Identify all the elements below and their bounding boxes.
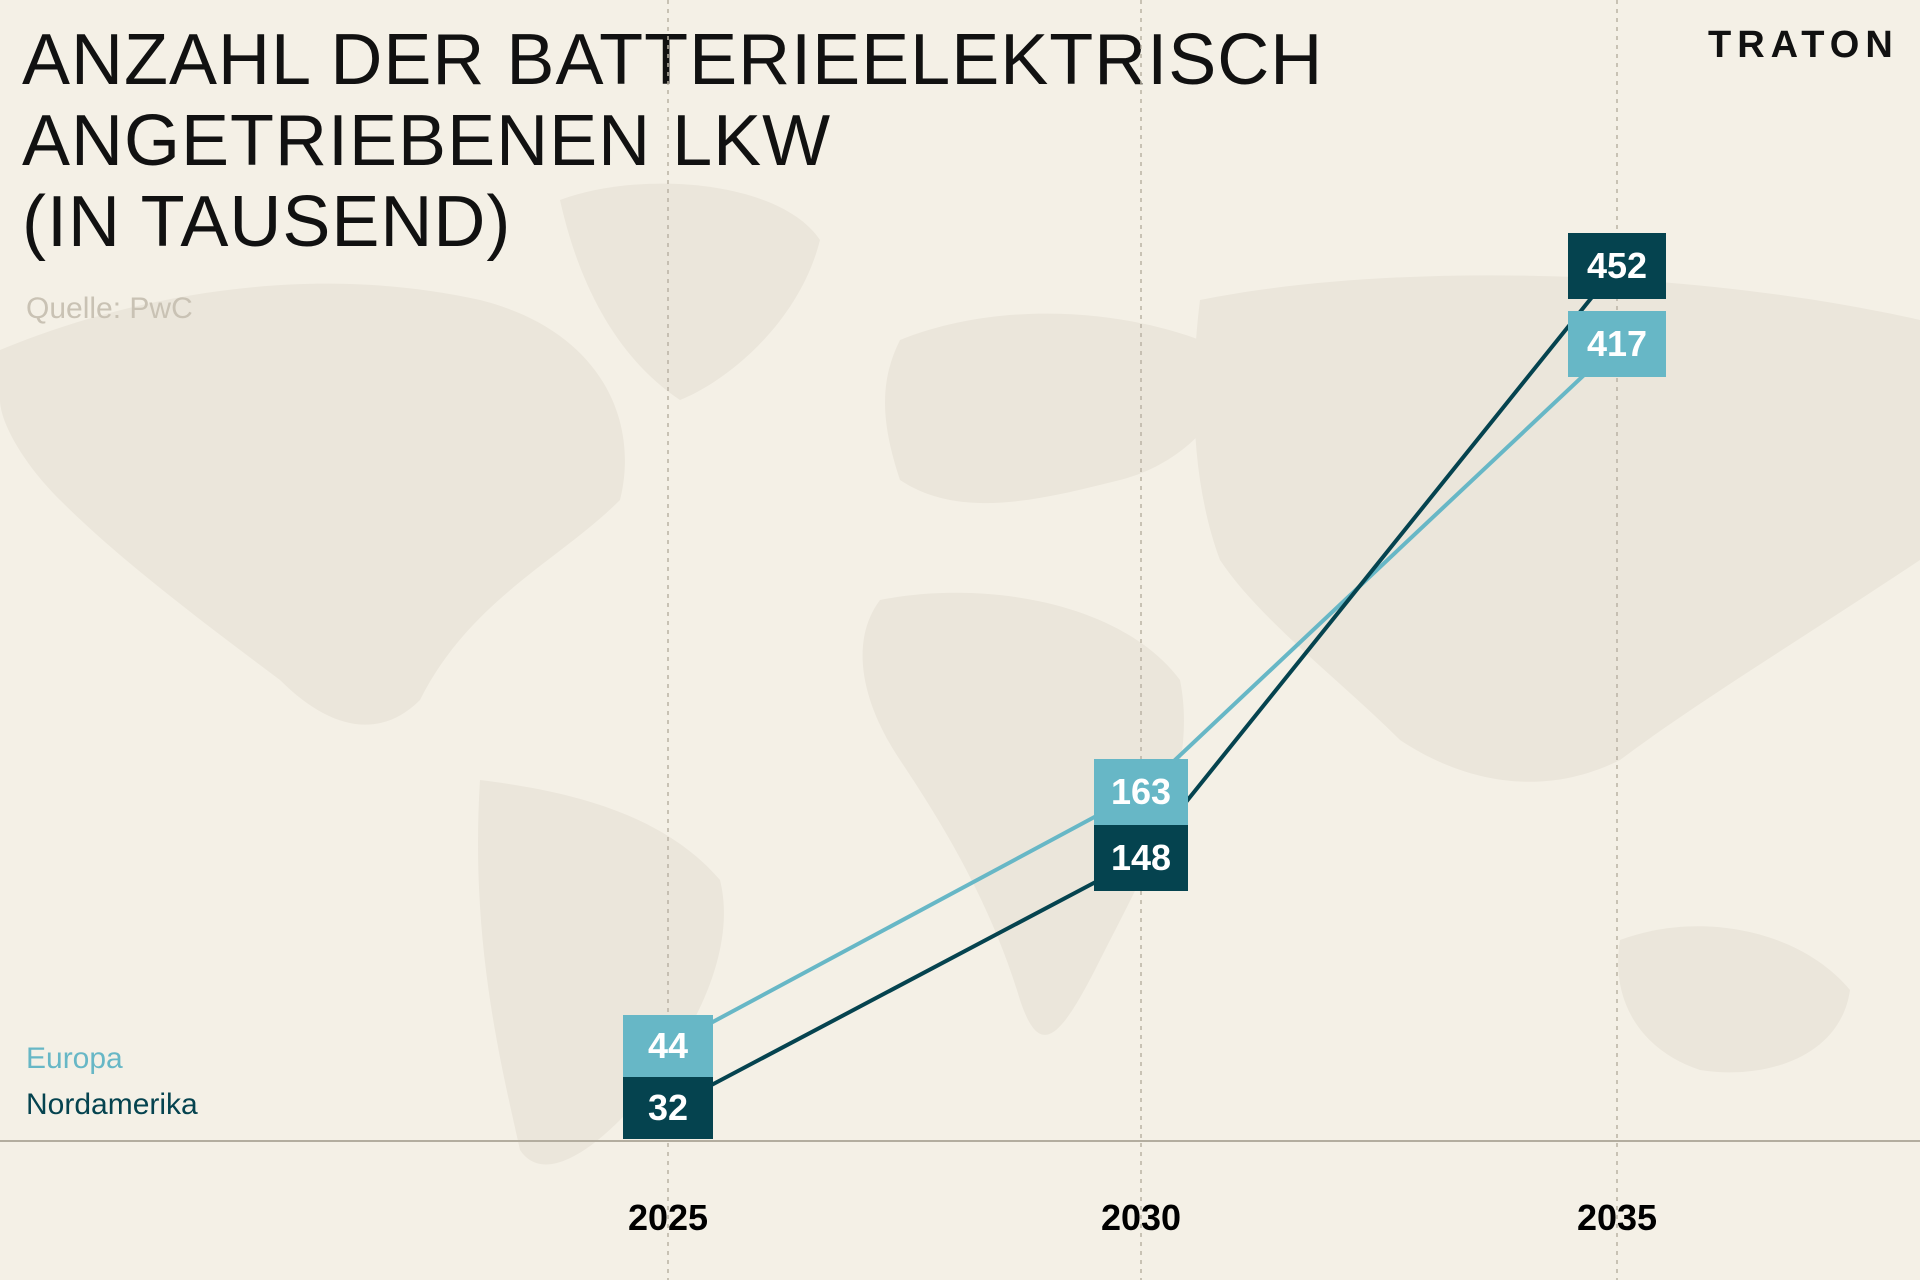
x-tick-label-2035: 2035 bbox=[1577, 1197, 1657, 1238]
series-line-nordamerika bbox=[667, 264, 1619, 1110]
data-label-europa-2025: 44 bbox=[648, 1025, 688, 1066]
data-label-nordamerika-2025: 32 bbox=[648, 1087, 688, 1128]
data-box-nordamerika-2025 bbox=[623, 1077, 713, 1139]
title-line-1: ANZAHL DER BATTERIEELEKTRISCH bbox=[22, 20, 1324, 100]
data-box-europa-2025 bbox=[623, 1015, 713, 1077]
data-box-nordamerika-2035 bbox=[1568, 233, 1666, 299]
legend-nordamerika: Nordamerika bbox=[26, 1088, 198, 1121]
data-label-europa-2035: 417 bbox=[1587, 323, 1647, 364]
title-line-3: (IN TAUSEND) bbox=[22, 182, 512, 262]
x-tick-label-2025: 2025 bbox=[628, 1197, 708, 1238]
data-box-europa-2035 bbox=[1568, 311, 1666, 377]
data-label-nordamerika-2035: 452 bbox=[1587, 245, 1647, 286]
chart-title: ANZAHL DER BATTERIEELEKTRISCH ANGETRIEBE… bbox=[22, 20, 1323, 263]
legend-europa: Europa bbox=[26, 1042, 123, 1075]
data-label-nordamerika-2030: 148 bbox=[1111, 837, 1171, 878]
data-label-europa-2030: 163 bbox=[1111, 771, 1171, 812]
traton-logo: TRATON bbox=[1708, 24, 1899, 66]
source-note: Quelle: PwC bbox=[26, 292, 193, 325]
data-box-nordamerika-2030 bbox=[1094, 825, 1188, 891]
data-box-europa-2030 bbox=[1094, 759, 1188, 825]
series-line-europa bbox=[667, 342, 1619, 1048]
title-line-2: ANGETRIEBENEN LKW bbox=[22, 101, 832, 181]
x-tick-label-2030: 2030 bbox=[1101, 1197, 1181, 1238]
